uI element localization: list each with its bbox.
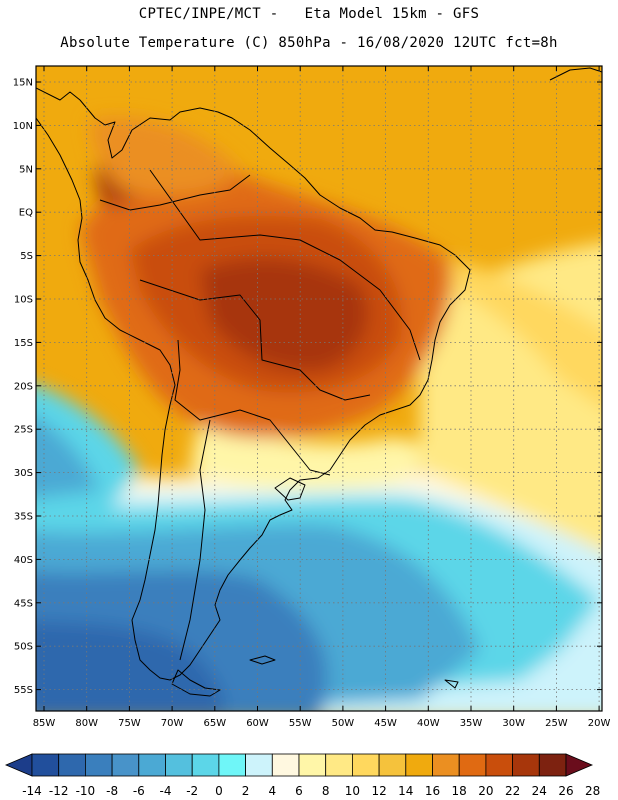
colorbar-box bbox=[85, 753, 113, 777]
longitude-axis: 85W 80W 75W 70W 65W 60W 55W 50W 45W 40W 35W 30W 25W 2… bbox=[33, 66, 611, 729]
caribbean-outline bbox=[549, 67, 602, 81]
lat-label: 45S bbox=[14, 598, 33, 609]
lon-label: 85W bbox=[33, 718, 56, 729]
colorbar-label: -10 bbox=[76, 784, 96, 798]
colorbar-box bbox=[191, 753, 220, 777]
colorbar-label: -8 bbox=[106, 784, 118, 798]
lat-label: 15S bbox=[14, 338, 33, 349]
lat-label: 30S bbox=[14, 468, 33, 479]
band-minus10c bbox=[36, 621, 224, 711]
lon-label: 65W bbox=[203, 718, 226, 729]
coastlines bbox=[36, 67, 602, 697]
lon-label: 80W bbox=[75, 718, 98, 729]
lon-label: 45W bbox=[374, 718, 397, 729]
latitude-axis: 15N 10N 5N EQ 5S 10S 15S 20S 25S 30S 35S 40S 45S 50S 5… bbox=[13, 78, 602, 696]
chart-title-line-1: CPTEC/INPE/MCT - Eta Model 15km - GFS bbox=[138, 6, 480, 22]
band-west-colder bbox=[36, 417, 100, 498]
band-14c bbox=[430, 260, 602, 408]
border-1 bbox=[149, 169, 421, 361]
colorbar-label: 20 bbox=[478, 784, 493, 798]
border-4 bbox=[179, 419, 211, 661]
colorbar-box bbox=[298, 753, 327, 777]
colorbar-box bbox=[378, 753, 407, 777]
colorbar-label: -4 bbox=[160, 784, 172, 798]
colorbar-box bbox=[458, 753, 487, 777]
colorbar-max-arrow bbox=[565, 753, 594, 777]
colorbar-box bbox=[405, 753, 433, 777]
colorbar-label: 6 bbox=[295, 784, 303, 798]
temperature-field bbox=[36, 66, 602, 711]
lon-label: 55W bbox=[289, 718, 312, 729]
colorbar-box bbox=[31, 753, 60, 777]
colorbar-box bbox=[111, 753, 140, 777]
lon-label: 40W bbox=[417, 718, 440, 729]
colorbar-box bbox=[512, 753, 540, 777]
colorbar-label: -6 bbox=[133, 784, 145, 798]
border-3 bbox=[174, 339, 331, 476]
colorbar-label: 14 bbox=[398, 784, 413, 798]
lake-uruguay bbox=[274, 477, 306, 501]
colorbar-box bbox=[58, 753, 86, 777]
colorbar-label: 22 bbox=[505, 784, 520, 798]
colorbar-box bbox=[432, 753, 460, 777]
lat-label: 40S bbox=[14, 555, 33, 566]
lon-label: 35W bbox=[460, 718, 483, 729]
lat-label: 15N bbox=[13, 78, 33, 89]
lon-label: 25W bbox=[545, 718, 568, 729]
lon-label: 75W bbox=[118, 718, 141, 729]
colorbar-label: 4 bbox=[268, 784, 276, 798]
colorbar-label: 16 bbox=[425, 784, 440, 798]
lat-label: 35S bbox=[14, 512, 33, 523]
colorbar-box bbox=[165, 753, 193, 777]
colorbar-label: -14 bbox=[22, 784, 42, 798]
lon-label: 20W bbox=[588, 718, 611, 729]
colorbar-label: 0 bbox=[215, 784, 223, 798]
colorbar-box bbox=[485, 753, 513, 777]
lat-label: 10S bbox=[14, 295, 33, 306]
lat-label: 55S bbox=[14, 685, 33, 696]
lat-label: 5N bbox=[19, 164, 33, 175]
border-5 bbox=[99, 174, 251, 211]
colorbar-box bbox=[245, 753, 273, 777]
border-2 bbox=[139, 279, 371, 401]
lat-label: 20S bbox=[14, 381, 33, 392]
lat-label: EQ bbox=[19, 208, 33, 219]
colorbar-label: 2 bbox=[242, 784, 250, 798]
colorbar-box bbox=[538, 753, 567, 777]
lon-label: 50W bbox=[332, 718, 355, 729]
colorbar-box bbox=[138, 753, 166, 777]
colorbar-label: 10 bbox=[345, 784, 360, 798]
lon-label: 60W bbox=[246, 718, 269, 729]
continent-outline bbox=[36, 87, 471, 681]
map-frame bbox=[35, 65, 603, 712]
lat-label: 25S bbox=[14, 425, 33, 436]
lat-label: 10N bbox=[13, 121, 33, 132]
south-georgia bbox=[444, 679, 459, 689]
lat-label: 5S bbox=[20, 251, 33, 262]
colorbar-min-arrow bbox=[4, 753, 33, 777]
colorbar-label: 26 bbox=[558, 784, 573, 798]
lon-label: 70W bbox=[161, 718, 184, 729]
colorbar-label: -2 bbox=[186, 784, 198, 798]
falkland-islands bbox=[249, 655, 276, 665]
colorbar-label: -12 bbox=[49, 784, 69, 798]
chart-title-line-2: Absolute Temperature (C) 850hPa - 16/08/… bbox=[60, 35, 558, 51]
colorbar-label: 12 bbox=[371, 784, 386, 798]
band-24c bbox=[200, 258, 368, 371]
colorbar-label: 8 bbox=[322, 784, 330, 798]
colorbar: -14 -12 -10 -8 -6 -4 -2 0 2 4 6 8 10 12 14 16 18 20 22 24 26… bbox=[4, 753, 600, 798]
colorbar-label: 18 bbox=[452, 784, 467, 798]
colorbar-box bbox=[218, 753, 246, 777]
colorbar-label: 24 bbox=[532, 784, 547, 798]
colorbar-box bbox=[271, 753, 300, 777]
colorbar-box bbox=[351, 753, 380, 777]
colorbar-box bbox=[325, 753, 353, 777]
lat-label: 50S bbox=[14, 642, 33, 653]
lon-label: 30W bbox=[502, 718, 525, 729]
band-18c bbox=[90, 117, 240, 196]
colorbar-label: 28 bbox=[585, 784, 600, 798]
